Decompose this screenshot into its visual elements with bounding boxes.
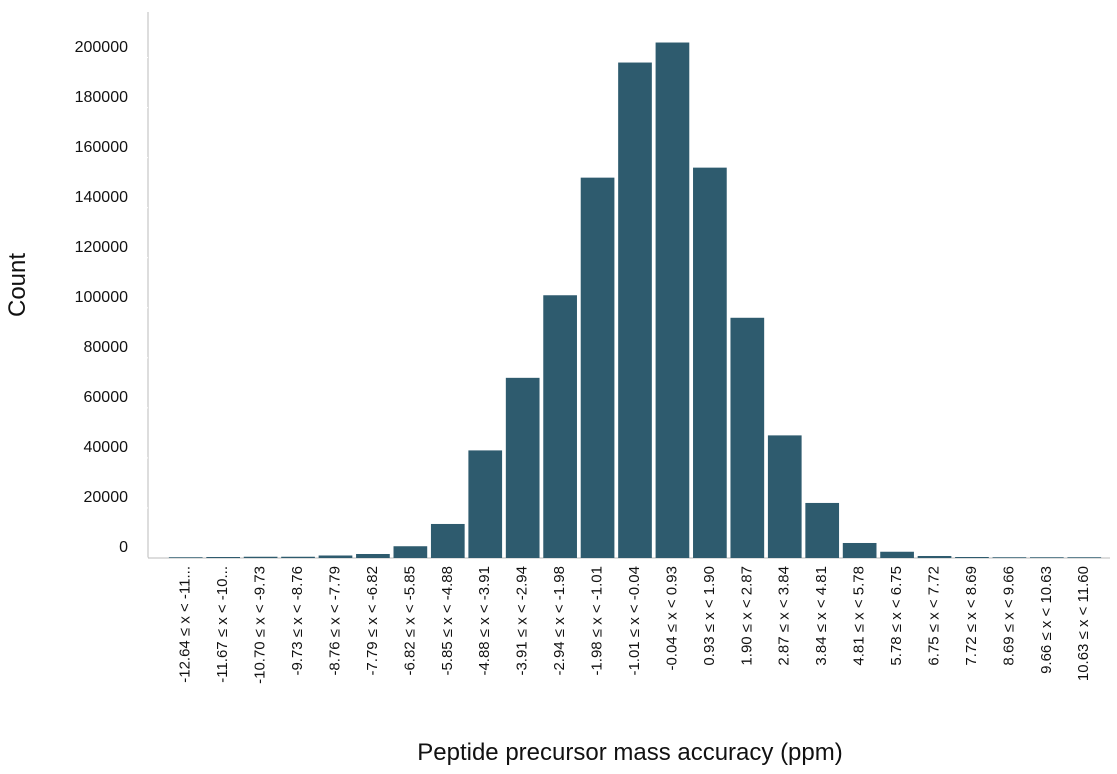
x-tick-label: 0.93 ≤ x < 1.90 [701,566,718,666]
x-tick-label: 8.69 ≤ x < 9.66 [1000,566,1017,666]
x-tick-label: -1.01 ≤ x < -0.04 [626,566,643,676]
bar [468,450,503,558]
bar [917,555,952,558]
bar [505,377,540,558]
x-tick-label: 3.84 ≤ x < 4.81 [813,566,830,666]
x-tick-label: -9.73 ≤ x < -8.76 [289,566,306,676]
y-tick-label: 120000 [75,239,128,256]
bar [580,177,615,558]
x-tick-label: -11.67 ≤ x < -10... [214,566,231,683]
bar [693,167,727,558]
bar [430,523,465,558]
bar [168,557,203,558]
x-tick-label: -3.91 ≤ x < -2.94 [514,566,531,676]
x-tick-label: -10.70 ≤ x < -9.73 [252,566,269,684]
y-tick-label: 80000 [84,339,129,356]
x-tick-label: 9.66 ≤ x < 10.63 [1038,566,1055,674]
y-axis-title: Count [4,253,31,317]
bar [805,502,840,558]
bar [955,556,989,558]
bar [767,435,802,558]
bar [880,551,914,558]
bar [393,546,428,558]
y-tick-label: 0 [119,539,128,556]
x-tick-label: 1.90 ≤ x < 2.87 [738,566,755,666]
y-tick-label: 60000 [84,389,129,406]
y-tick-label: 100000 [75,289,128,306]
x-tick-label: -4.88 ≤ x < -3.91 [476,566,493,676]
bar [1067,557,1102,558]
bar [992,557,1027,558]
bar [618,62,652,558]
x-tick-label: 2.87 ≤ x < 3.84 [776,566,793,666]
x-tick-label: -0.04 ≤ x < 0.93 [663,566,680,671]
bar [842,542,877,558]
x-tick-label: 4.81 ≤ x < 5.78 [851,566,868,666]
bar [356,553,390,558]
bar [243,556,278,558]
y-tick-label: 20000 [84,489,129,506]
bar [543,295,577,558]
x-tick-label: -2.94 ≤ x < -1.98 [551,566,568,676]
bar [655,42,690,558]
x-tick-label: 10.63 ≤ x < 11.60 [1075,566,1092,681]
y-tick-label: 140000 [75,189,128,206]
x-tick-label: -8.76 ≤ x < -7.79 [326,566,343,676]
y-tick-label: 180000 [75,89,128,106]
y-tick-label: 160000 [75,139,128,156]
x-tick-label: -6.82 ≤ x < -5.85 [401,566,418,676]
x-tick-label: -7.79 ≤ x < -6.82 [364,566,381,676]
bar [281,556,315,558]
x-tick-label: 5.78 ≤ x < 6.75 [888,566,905,666]
x-tick-label: -1.98 ≤ x < -1.01 [589,566,606,676]
bar [318,555,353,558]
bar [730,317,765,558]
x-tick-label: 7.72 ≤ x < 8.69 [963,566,980,666]
y-tick-label: 200000 [75,39,128,56]
bar [206,556,241,558]
x-tick-label: -12.64 ≤ x < -11... [177,566,194,683]
y-tick-label: 40000 [84,439,129,456]
bar [1029,557,1064,558]
x-axis-title: Peptide precursor mass accuracy (ppm) [417,739,842,766]
x-tick-label: -5.85 ≤ x < -4.88 [439,566,456,676]
x-tick-label: 6.75 ≤ x < 7.72 [925,566,942,666]
